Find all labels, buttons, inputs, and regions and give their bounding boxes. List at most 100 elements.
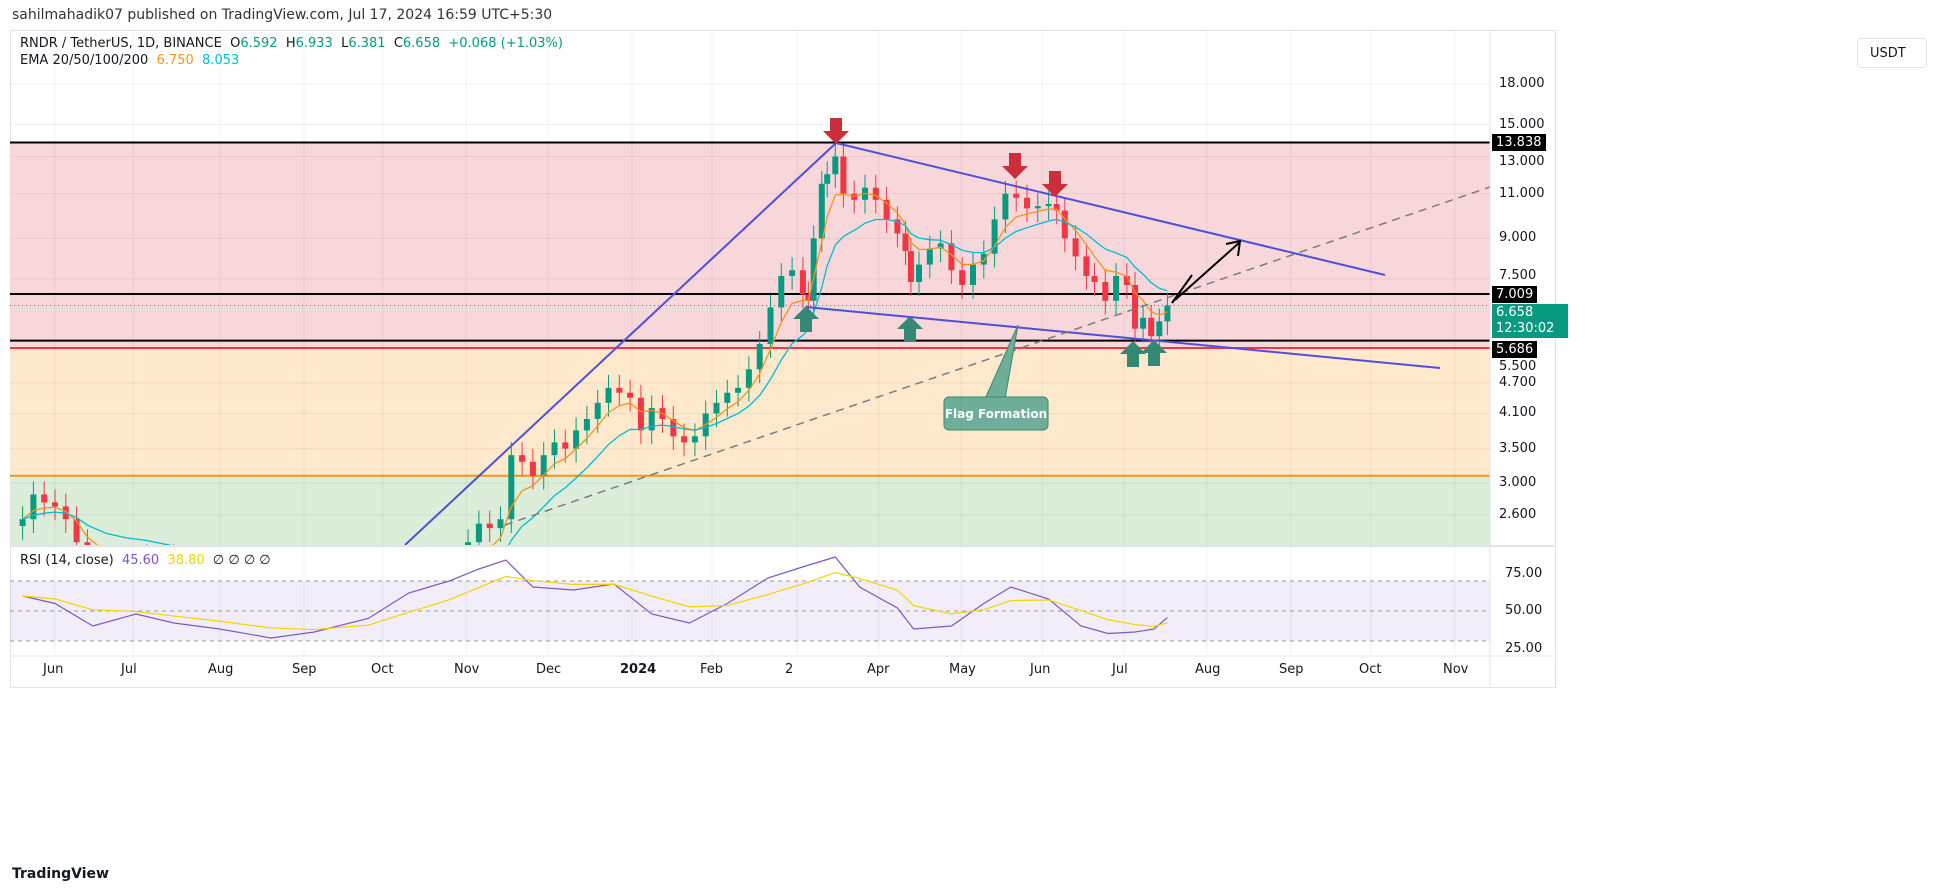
up-arrow-icon[interactable] [897,316,923,342]
time-tick: Jun [43,662,64,677]
up-arrow-icon[interactable] [793,306,819,332]
candle [724,392,731,403]
time-tick: Feb [700,662,724,677]
time-tick: Oct [371,662,394,677]
up-arrow-icon[interactable] [1141,340,1167,366]
candle [691,436,698,443]
candle [1140,317,1147,329]
open-label: O [230,36,241,51]
candle [465,542,472,545]
rsi-tick: 75.00 [1505,565,1543,581]
candle [789,270,796,277]
down-arrow-icon[interactable] [823,118,849,144]
projection-arrow[interactable] [1171,274,1193,304]
down-arrow-icon[interactable] [1002,153,1028,179]
bar-countdown: 12:30:02 [1496,321,1555,336]
candle [1002,193,1009,220]
time-tick: Jun [1030,662,1051,677]
candle [627,392,634,398]
rsi-na-values: ∅ ∅ ∅ ∅ [212,553,271,568]
projection-arrow[interactable] [1174,241,1241,301]
candle [637,397,644,431]
candle [497,519,504,529]
candle [907,251,914,282]
candle [894,219,901,234]
candle [41,494,48,503]
last-price-tag: 6.658 12:30:02 [1492,304,1568,338]
candle [810,238,817,301]
candle [883,199,890,220]
candle [840,156,847,194]
low-label: L [341,36,349,51]
candle [805,294,812,301]
rsi-tick: 50.00 [1505,603,1543,618]
down-arrow-icon[interactable] [1042,171,1068,197]
candle [19,519,26,527]
candle [605,387,612,403]
rsi-value: 45.60 [121,553,160,568]
candle [616,387,623,393]
time-tick: Sep [292,662,317,677]
candle [980,253,987,265]
candle [756,344,763,370]
candle [948,243,955,271]
candle [824,174,831,184]
publish-info: sahilmahadik07 published on TradingView.… [12,7,553,23]
flag-formation-callout[interactable] [943,396,1049,431]
price-tick: 11.000 [1499,186,1545,201]
flag-upper-trendline[interactable] [835,142,1386,276]
candle [594,402,601,419]
flag-lower-trendline[interactable] [805,306,1441,369]
mid-zone [10,348,1490,476]
candle [30,494,37,520]
ema-value-1: 6.750 [156,53,194,68]
candle [475,523,482,543]
tradingview-logo[interactable]: TradingView [12,866,109,882]
candle [916,264,922,282]
candle [573,430,580,449]
close-label: C [393,36,403,51]
ema-20-line [22,192,1168,545]
currency-button[interactable]: USDT [1857,38,1927,68]
candle [902,233,909,252]
candle [84,542,91,545]
candle [1123,276,1130,285]
candle [1045,204,1052,207]
candle [540,455,547,476]
candle [529,461,536,476]
change-value: +0.068 (+1.03%) [448,36,563,51]
resistance-zone [10,142,1490,349]
ema-label[interactable]: EMA 20/50/100/200 [20,53,149,68]
high-label: H [285,36,296,51]
candle [1061,210,1068,239]
up-arrow-icon[interactable] [1120,341,1146,367]
candle [959,270,966,285]
resistance-price-tag: 7.009 [1492,286,1538,303]
rising-trendline[interactable] [404,142,837,545]
price-tick: 18.000 [1499,76,1545,91]
price-tick: 3.000 [1499,475,1537,490]
candle [970,264,976,285]
candle [767,307,774,345]
candle [1148,317,1155,337]
support-price-tag: 5.686 [1492,341,1538,358]
price-tick: 2.600 [1499,507,1537,522]
time-tick: Oct [1359,662,1382,677]
time-tick: May [949,662,976,677]
symbol-name[interactable]: RNDR / TetherUS, 1D, BINANCE [20,36,222,51]
candle [1164,305,1171,322]
time-tick: Jul [121,662,137,677]
high-value: 6.933 [295,36,333,51]
candle [52,502,58,507]
candle [872,187,879,200]
time-tick: 2 [785,662,794,677]
dashed-trendline[interactable] [504,186,1490,526]
time-tick: Nov [454,662,480,677]
low-value: 6.381 [348,36,386,51]
time-tick: Sep [1279,662,1304,677]
price-tick: 7.500 [1499,268,1537,283]
candle [713,402,720,414]
candle [1102,281,1109,301]
rsi-label[interactable]: RSI (14, close) [20,553,114,568]
